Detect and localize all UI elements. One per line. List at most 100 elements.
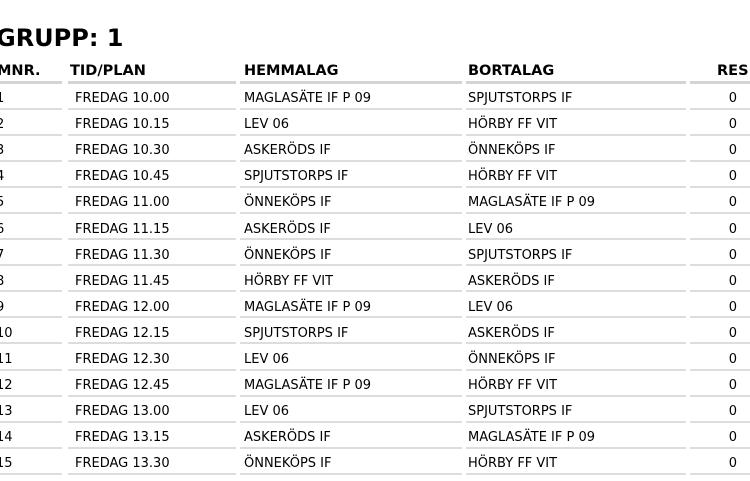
row-rule [690,446,750,449]
row-rule [0,133,62,136]
match-number: 4 [0,169,5,185]
row-rule [240,290,462,293]
result: 0 [728,247,737,263]
away-team: SPJUTSTORPS IF [468,404,573,420]
row-rule [690,107,750,110]
row-rule [690,211,750,214]
result: 0 [728,195,737,211]
row-rule [466,446,686,449]
row-rule [240,185,462,188]
row-rule [466,420,686,423]
row-rule [68,133,236,136]
away-team: LEV 06 [468,221,514,237]
column-header: BORTALAG [468,63,555,79]
away-team: MAGLASÄTE IF P 09 [468,430,596,446]
home-team: HÖRBY FF VIT [244,273,334,289]
header-rule [0,81,62,84]
home-team: ÖNNEKÖPS IF [244,456,332,472]
row-rule [690,342,750,345]
time: FREDAG 13.15 [75,430,170,446]
time: FREDAG 12.30 [75,352,170,367]
row-rule [466,368,686,371]
group-title: GRUPP: 1 [0,24,124,52]
row-rule [466,342,686,345]
time: FREDAG 11.45 [75,273,170,289]
home-team: ASKERÖDS IF [244,430,331,446]
row-rule [240,420,462,423]
header-rule [240,81,462,84]
away-team: ASKERÖDS IF [468,273,555,289]
away-team: ÖNNEKÖPS IF [468,352,556,367]
row-rule [240,316,462,319]
away-team: HÖRBY FF VIT [468,117,558,133]
row-rule [240,472,462,475]
match-number: 9 [0,299,5,315]
row-rule [68,238,236,240]
row-rule [690,238,750,240]
time: FREDAG 11.30 [75,247,170,263]
row-rule [0,238,62,240]
header-rule [690,81,750,84]
row-rule [68,316,236,319]
result: 0 [728,117,737,133]
header-rule [68,81,236,84]
away-team: ÖNNEKÖPS IF [468,143,556,159]
away-team: HÖRBY FF VIT [468,169,558,185]
row-rule [466,264,686,267]
row-rule [0,290,62,293]
match-number: 2 [0,117,5,133]
row-rule [466,185,686,188]
time: FREDAG 13.00 [75,404,170,420]
row-rule [466,472,686,475]
away-team: ASKERÖDS IF [468,325,555,341]
match-number: 5 [0,195,5,211]
row-rule [466,159,686,162]
row-rule [68,342,236,345]
row-rule [0,420,62,423]
row-rule [68,264,236,267]
time: FREDAG 10.45 [75,169,170,185]
row-rule [68,185,236,188]
home-team: ÖNNEKÖPS IF [244,247,332,263]
away-team: HÖRBY FF VIT [468,378,558,394]
row-rule [240,159,462,162]
match-number: 15 [0,456,13,472]
time: FREDAG 10.00 [75,91,170,106]
row-rule [690,368,750,371]
time: FREDAG 11.15 [75,221,170,237]
home-team: ASKERÖDS IF [244,221,331,237]
row-rule [240,394,462,397]
result: 0 [728,404,737,420]
row-rule [240,238,462,240]
time: FREDAG 10.30 [75,143,170,159]
home-team: MAGLASÄTE IF P 09 [244,91,372,106]
result: 0 [728,352,737,367]
home-team: MAGLASÄTE IF P 09 [244,378,372,394]
row-rule [690,133,750,136]
row-rule [690,420,750,423]
match-number: 7 [0,247,5,263]
row-rule [0,446,62,449]
row-rule [0,316,62,319]
away-team: HÖRBY FF VIT [468,456,558,472]
time: FREDAG 10.15 [75,117,170,133]
home-team: MAGLASÄTE IF P 09 [244,299,372,315]
home-team: ASKERÖDS IF [244,143,331,159]
result: 0 [728,143,737,159]
time: FREDAG 11.00 [75,195,170,211]
away-team: MAGLASÄTE IF P 09 [468,195,596,211]
match-number: 3 [0,143,5,159]
away-team: LEV 06 [468,299,514,315]
row-rule [466,107,686,110]
row-rule [466,133,686,136]
row-rule [240,446,462,449]
match-number: 8 [0,273,5,289]
row-rule [240,264,462,267]
row-rule [0,159,62,162]
result: 0 [728,169,737,185]
row-rule [240,133,462,136]
row-rule [0,211,62,214]
row-rule [690,316,750,319]
row-rule [68,472,236,475]
row-rule [690,290,750,293]
